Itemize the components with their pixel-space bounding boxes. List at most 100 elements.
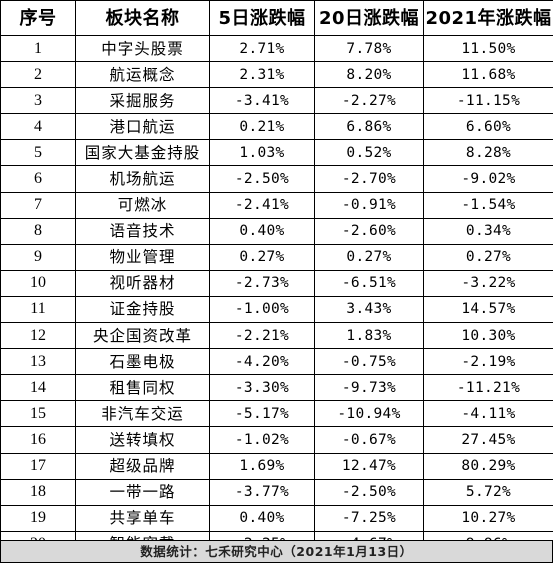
source-footer: 数据统计：七禾研究中心（2021年1月13日） — [0, 540, 553, 563]
cell-change-5d: -5.17% — [209, 400, 315, 428]
cell-index: 3 — [0, 87, 76, 115]
table-row: 7 可燃冰 -2.41% -0.91% -1.54% — [0, 191, 553, 219]
cell-sector: 石墨电极 — [75, 348, 210, 376]
cell-change-20d: 1.83% — [314, 322, 424, 350]
cell-sector: 语音技术 — [75, 217, 210, 245]
cell-sector: 国家大基金持股 — [75, 139, 210, 167]
cell-change-2021: -11.15% — [423, 87, 553, 115]
table-row: 10 视听器材 -2.73% -6.51% -3.22% — [0, 269, 553, 297]
cell-change-5d: -2.73% — [209, 269, 315, 297]
cell-sector: 超级品牌 — [75, 452, 210, 480]
cell-change-5d: -3.30% — [209, 374, 315, 402]
cell-change-20d: -0.91% — [314, 191, 424, 219]
cell-sector: 中字头股票 — [75, 34, 210, 63]
cell-index: 15 — [0, 400, 76, 428]
cell-change-5d: -4.20% — [209, 348, 315, 376]
table-row: 9 物业管理 0.27% 0.27% 0.27% — [0, 243, 553, 271]
table-row: 1 中字头股票 2.71% 7.78% 11.50% — [0, 34, 553, 63]
cell-change-20d: -0.75% — [314, 348, 424, 376]
cell-index: 1 — [0, 34, 76, 63]
table-body: 1 中字头股票 2.71% 7.78% 11.50% 2 航运概念 2.31% 8.20% 11.… — [0, 34, 553, 558]
table-row: 5 国家大基金持股 1.03% 0.52% 8.28% — [0, 139, 553, 167]
cell-index: 10 — [0, 269, 76, 297]
cell-change-20d: -2.70% — [314, 165, 424, 193]
cell-sector: 采掘服务 — [75, 87, 210, 115]
cell-index: 13 — [0, 348, 76, 376]
cell-change-2021: 11.68% — [423, 61, 553, 89]
cell-index: 14 — [0, 374, 76, 402]
cell-index: 8 — [0, 217, 76, 245]
cell-sector: 送转填权 — [75, 426, 210, 454]
cell-sector: 一带一路 — [75, 478, 210, 506]
cell-change-2021: -3.22% — [423, 269, 553, 297]
cell-index: 2 — [0, 61, 76, 89]
cell-sector: 证金持股 — [75, 295, 210, 324]
table-row: 16 送转填权 -1.02% -0.67% 27.45% — [0, 426, 553, 454]
cell-index: 4 — [0, 113, 76, 141]
cell-change-2021: -9.02% — [423, 165, 553, 193]
cell-change-5d: -3.77% — [209, 478, 315, 506]
cell-change-2021: 14.57% — [423, 295, 553, 324]
cell-index: 12 — [0, 322, 76, 350]
cell-change-2021: 8.28% — [423, 139, 553, 167]
cell-sector: 物业管理 — [75, 243, 210, 271]
cell-change-5d: 2.31% — [209, 61, 315, 89]
cell-index: 9 — [0, 243, 76, 271]
cell-change-20d: -0.67% — [314, 426, 424, 454]
cell-change-5d: -2.50% — [209, 165, 315, 193]
cell-sector: 航运概念 — [75, 61, 210, 89]
cell-index: 19 — [0, 504, 76, 532]
cell-change-2021: -4.11% — [423, 400, 553, 428]
cell-change-2021: 11.50% — [423, 34, 553, 63]
cell-change-20d: 6.86% — [314, 113, 424, 141]
cell-change-2021: 10.30% — [423, 322, 553, 350]
table-row: 19 共享单车 0.40% -7.25% 10.27% — [0, 504, 553, 532]
cell-change-20d: -9.73% — [314, 374, 424, 402]
cell-change-5d: -2.21% — [209, 322, 315, 350]
cell-index: 16 — [0, 426, 76, 454]
header-change-20d: 20日涨跌幅 — [314, 0, 424, 36]
cell-change-20d: -10.94% — [314, 400, 424, 428]
table-row: 15 非汽车交运 -5.17% -10.94% -4.11% — [0, 400, 553, 428]
table-row: 12 央企国资改革 -2.21% 1.83% 10.30% — [0, 322, 553, 350]
table-row: 17 超级品牌 1.69% 12.47% 80.29% — [0, 452, 553, 480]
header-change-5d: 5日涨跌幅 — [209, 0, 315, 36]
cell-change-5d: 0.27% — [209, 243, 315, 271]
cell-sector: 机场航运 — [75, 165, 210, 193]
cell-sector: 央企国资改革 — [75, 322, 210, 350]
cell-change-5d: 0.40% — [209, 217, 315, 245]
table-row: 8 语音技术 0.40% -2.60% 0.34% — [0, 217, 553, 245]
table-row: 18 一带一路 -3.77% -2.50% 5.72% — [0, 478, 553, 506]
cell-change-20d: 0.27% — [314, 243, 424, 271]
cell-change-2021: -2.19% — [423, 348, 553, 376]
cell-change-5d: -1.00% — [209, 295, 315, 324]
table-row: 14 租售同权 -3.30% -9.73% -11.21% — [0, 374, 553, 402]
header-index: 序号 — [0, 0, 76, 36]
cell-index: 11 — [0, 295, 76, 324]
header-change-2021: 2021年涨跌幅 — [423, 0, 553, 36]
cell-change-20d: 7.78% — [314, 34, 424, 63]
cell-change-2021: 0.34% — [423, 217, 553, 245]
cell-change-5d: -1.02% — [209, 426, 315, 454]
cell-sector: 租售同权 — [75, 374, 210, 402]
cell-index: 17 — [0, 452, 76, 480]
cell-sector: 非汽车交运 — [75, 400, 210, 428]
cell-change-5d: 2.71% — [209, 34, 315, 63]
cell-change-20d: 0.52% — [314, 139, 424, 167]
cell-change-20d: -7.25% — [314, 504, 424, 532]
cell-index: 7 — [0, 191, 76, 219]
cell-change-20d: 3.43% — [314, 295, 424, 324]
cell-change-2021: 6.60% — [423, 113, 553, 141]
header-sector: 板块名称 — [75, 0, 210, 36]
cell-index: 6 — [0, 165, 76, 193]
table-row: 2 航运概念 2.31% 8.20% 11.68% — [0, 61, 553, 89]
cell-change-20d: -2.27% — [314, 87, 424, 115]
cell-sector: 共享单车 — [75, 504, 210, 532]
cell-change-2021: -11.21% — [423, 374, 553, 402]
cell-sector: 港口航运 — [75, 113, 210, 141]
cell-sector: 可燃冰 — [75, 191, 210, 219]
table-row: 11 证金持股 -1.00% 3.43% 14.57% — [0, 295, 553, 324]
table-row: 6 机场航运 -2.50% -2.70% -9.02% — [0, 165, 553, 193]
table-row: 4 港口航运 0.21% 6.86% 6.60% — [0, 113, 553, 141]
